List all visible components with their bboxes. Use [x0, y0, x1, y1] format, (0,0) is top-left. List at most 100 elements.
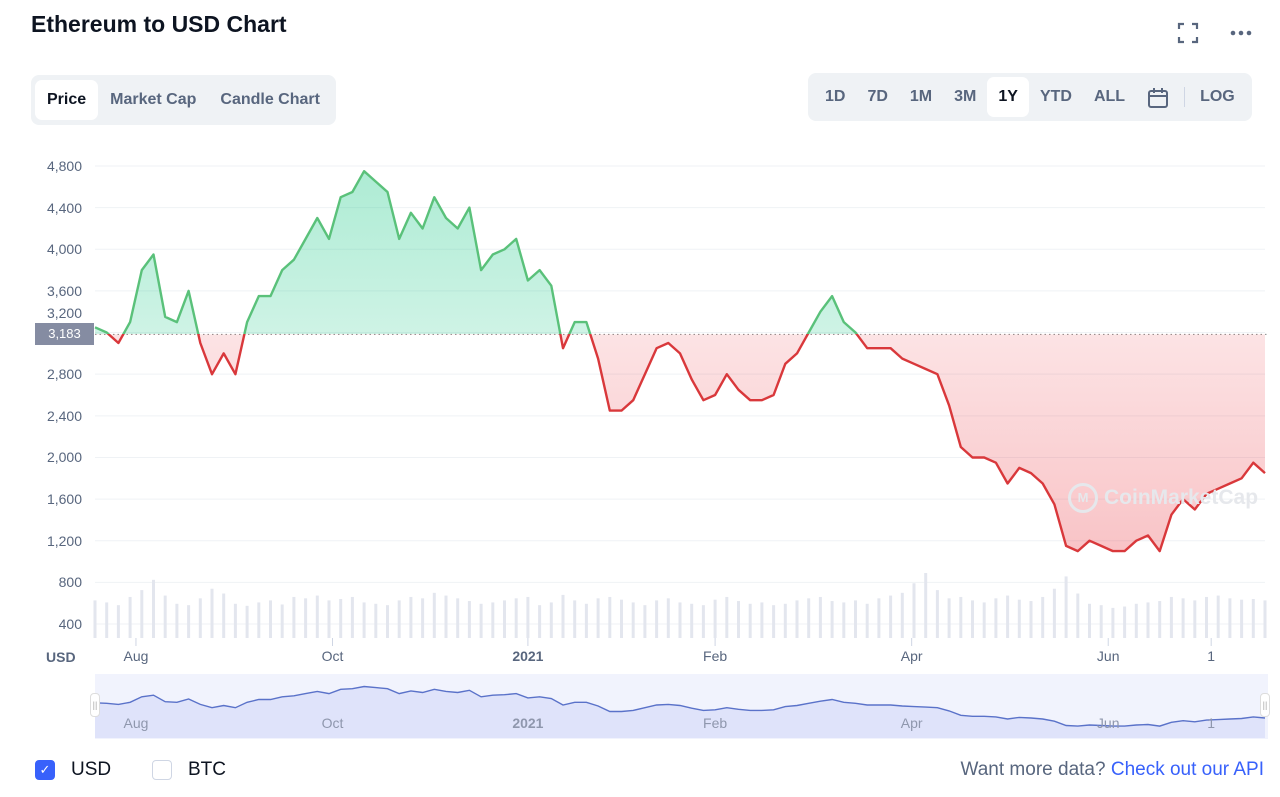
volume-bar: [128, 596, 132, 638]
x-tick-label: Apr: [900, 648, 923, 664]
volume-bar: [1088, 603, 1091, 638]
range-all[interactable]: ALL: [1093, 88, 1126, 105]
legend-usd-checkbox[interactable]: ✓ USD: [35, 759, 111, 781]
legend-usd-label: USD: [71, 759, 112, 780]
volume-bar: [432, 592, 436, 638]
volume-bar: [1064, 576, 1068, 638]
volume-bar: [93, 600, 97, 638]
volume-bar: [842, 602, 846, 638]
volume-bar: [1017, 599, 1021, 638]
volume-bar: [350, 596, 354, 638]
volume-bar: [1181, 598, 1185, 638]
volume-bar: [772, 605, 776, 638]
range-3m[interactable]: 3M: [954, 88, 977, 105]
calendar-icon[interactable]: [1136, 77, 1180, 117]
tab-price[interactable]: Price: [35, 80, 99, 120]
range-7d[interactable]: 7D: [867, 88, 888, 105]
volume-bar: [737, 601, 740, 638]
volume-bar: [210, 588, 214, 638]
volume-bar: [1076, 593, 1080, 638]
volume-bar: [233, 603, 237, 638]
range-1m[interactable]: 1M: [909, 88, 933, 105]
y-tick-label: 4,400: [46, 199, 82, 216]
legend-btc-checkbox[interactable]: BTC: [152, 759, 226, 781]
volume-bar: [1111, 607, 1115, 638]
page-title: Ethereum to USD Chart: [31, 11, 287, 37]
tab-market-cap[interactable]: Market Cap: [110, 91, 197, 108]
volume-bar: [187, 605, 191, 638]
volume-bar: [760, 602, 764, 638]
log-toggle[interactable]: LOG: [1200, 88, 1235, 105]
volume-bar: [795, 600, 799, 638]
api-link[interactable]: Check out our API: [1110, 759, 1264, 780]
volume-bar: [748, 603, 752, 638]
checkbox-unchecked-icon[interactable]: [152, 760, 172, 780]
volume-bar: [292, 596, 296, 638]
price-line-down: [106, 334, 1266, 553]
volume-bar: [655, 600, 659, 638]
volume-bar: [397, 600, 401, 638]
volume-bar: [198, 598, 202, 638]
fullscreen-icon[interactable]: [1175, 20, 1201, 46]
volume-bar: [713, 599, 717, 638]
volume-bar: [830, 601, 834, 638]
volume-bar: [947, 598, 951, 638]
volume-bar: [467, 601, 471, 638]
volume-bar: [386, 605, 389, 638]
watermark-text: CoinMarketCap: [1104, 486, 1259, 509]
navigator-x-label: Oct: [321, 715, 344, 731]
volume-bar: [514, 598, 518, 638]
navigator-handle-right[interactable]: ||: [1260, 693, 1270, 717]
navigator-x-label: 1: [1207, 715, 1216, 731]
y-tick-label: 2,800: [46, 366, 82, 383]
volume-bar: [596, 598, 600, 638]
api-promo-text: Want more data?: [960, 759, 1106, 780]
volume-bar: [994, 598, 998, 638]
volume-bar: [666, 598, 670, 638]
volume-bar: [935, 590, 939, 638]
volume-bar: [526, 596, 530, 638]
volume-bar: [362, 602, 366, 638]
y-tick-label: 3,600: [46, 282, 82, 299]
volume-bar: [807, 598, 811, 638]
checkbox-checked-icon[interactable]: ✓: [35, 760, 55, 780]
volume-bar: [1041, 596, 1045, 638]
y-tick-label: 1,600: [46, 491, 82, 508]
navigator-handle-left[interactable]: ||: [90, 693, 100, 717]
more-icon[interactable]: [1228, 20, 1254, 46]
volume-bar: [1228, 598, 1232, 638]
volume-bar: [561, 594, 565, 638]
price-line-up: [94, 170, 859, 334]
tab-candle-chart[interactable]: Candle Chart: [220, 91, 320, 108]
volume-bar: [538, 605, 542, 638]
price-area-down: [95, 334, 1265, 552]
x-tick-label: Jun: [1096, 648, 1120, 664]
range-1d[interactable]: 1D: [825, 88, 846, 105]
volume-bar: [374, 603, 378, 638]
range-1y[interactable]: 1Y: [987, 77, 1029, 117]
y-tick-label: 800: [58, 574, 82, 591]
volume-bar: [245, 605, 249, 638]
volume-bar: [854, 600, 857, 638]
volume-bar: [444, 595, 448, 638]
volume-bar: [900, 592, 904, 638]
navigator-x-label: Jun: [1096, 715, 1120, 731]
volume-bar: [912, 583, 916, 638]
volume-bar: [889, 595, 893, 638]
volume-bar: [327, 600, 331, 638]
volume-bar: [105, 602, 109, 638]
volume-bar: [631, 602, 635, 638]
volume-bar: [152, 579, 155, 638]
baseline-price-tag: 3,183: [35, 323, 94, 345]
range-ytd[interactable]: YTD: [1039, 88, 1072, 105]
volume-bar: [1205, 596, 1208, 638]
y-tick-label: 2,000: [46, 449, 82, 466]
navigator-x-label: Aug: [123, 715, 149, 731]
volume-bar: [163, 595, 167, 638]
volume-bar: [1263, 600, 1267, 638]
y-tick-label: 2,400: [46, 407, 82, 424]
volume-bar: [304, 598, 308, 638]
volume-bar: [877, 598, 881, 638]
volume-bar: [1006, 595, 1010, 638]
